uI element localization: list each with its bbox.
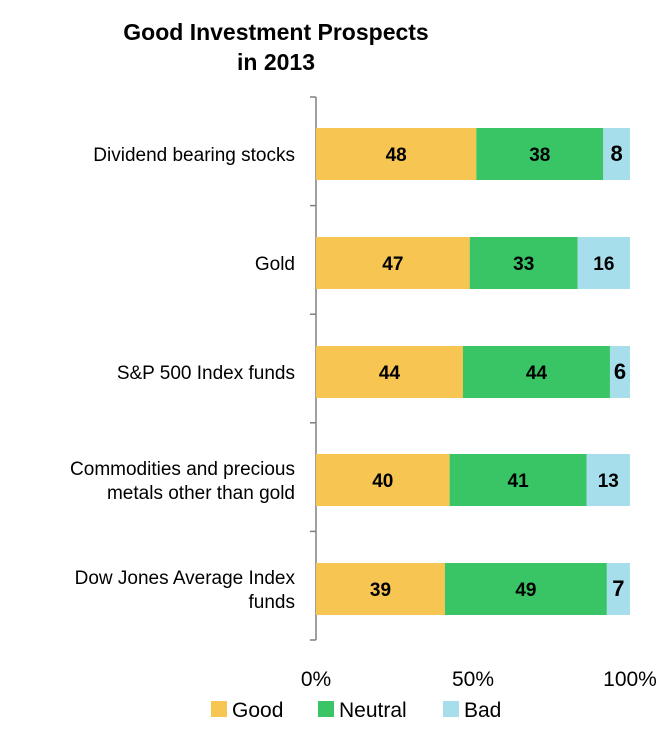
bar-neutral <box>462 346 610 398</box>
legend-label-neutral: Neutral <box>339 699 407 722</box>
category-label: Dividend bearing stocks <box>93 145 295 166</box>
bar-good <box>316 454 450 506</box>
data-label: 48 <box>386 145 407 166</box>
bar-good <box>316 128 477 180</box>
data-label: 41 <box>508 471 530 492</box>
data-label: 6 <box>614 359 626 384</box>
legend-swatch-good <box>211 701 227 717</box>
category-label: S&P 500 Index funds <box>117 363 295 384</box>
data-label: 38 <box>529 145 550 166</box>
legend-swatch-neutral <box>318 701 334 717</box>
category-label: Dow Jones Average Index <box>75 568 296 589</box>
data-label: 8 <box>611 141 623 166</box>
legend-label-good: Good <box>232 699 283 722</box>
bar-neutral <box>444 563 607 615</box>
legend: Good Neutral Bad <box>211 699 501 722</box>
legend-swatch-bad <box>443 701 459 717</box>
data-label: 33 <box>513 254 534 275</box>
data-label: 44 <box>379 363 401 384</box>
data-label: 49 <box>515 580 536 601</box>
x-tick-label: 50% <box>452 668 494 691</box>
bar-neutral <box>469 237 578 289</box>
data-label: 40 <box>372 471 393 492</box>
bar-neutral <box>449 454 587 506</box>
title-line: Good Investment Prospects <box>123 19 428 45</box>
chart-title: Good Investment Prospects in 2013 <box>123 19 428 75</box>
data-label: 39 <box>370 580 391 601</box>
title-line: in 2013 <box>237 49 315 75</box>
bar-bad <box>606 563 630 615</box>
bar-bad <box>603 128 630 180</box>
data-label: 16 <box>593 254 614 275</box>
category-label: Gold <box>255 254 295 275</box>
bar-neutral <box>476 128 604 180</box>
x-tick-labels: 0% 50% 100% <box>301 668 657 691</box>
data-label: 47 <box>382 254 403 275</box>
data-label: 13 <box>598 471 619 492</box>
bar-good <box>316 563 445 615</box>
bar-bad <box>586 454 630 506</box>
category-labels: Dividend bearing stocks Gold S&P 500 Index… <box>70 145 295 613</box>
x-tick-label: 100% <box>603 668 657 691</box>
legend-label-bad: Bad <box>464 699 501 722</box>
y-axis <box>310 96 317 641</box>
bars: 48 38 8 47 33 16 44 44 6 40 41 13 39 49 7 <box>316 128 630 615</box>
bar-bad <box>577 237 630 289</box>
bar-good <box>316 237 470 289</box>
x-tick-label: 0% <box>301 668 331 691</box>
data-label: 7 <box>612 576 624 601</box>
category-label: funds <box>249 592 295 613</box>
category-label: Commodities and precious <box>70 459 295 480</box>
category-label: metals other than gold <box>107 483 295 504</box>
data-label: 44 <box>526 363 548 384</box>
bar-bad <box>609 346 630 398</box>
bar-good <box>316 346 463 398</box>
